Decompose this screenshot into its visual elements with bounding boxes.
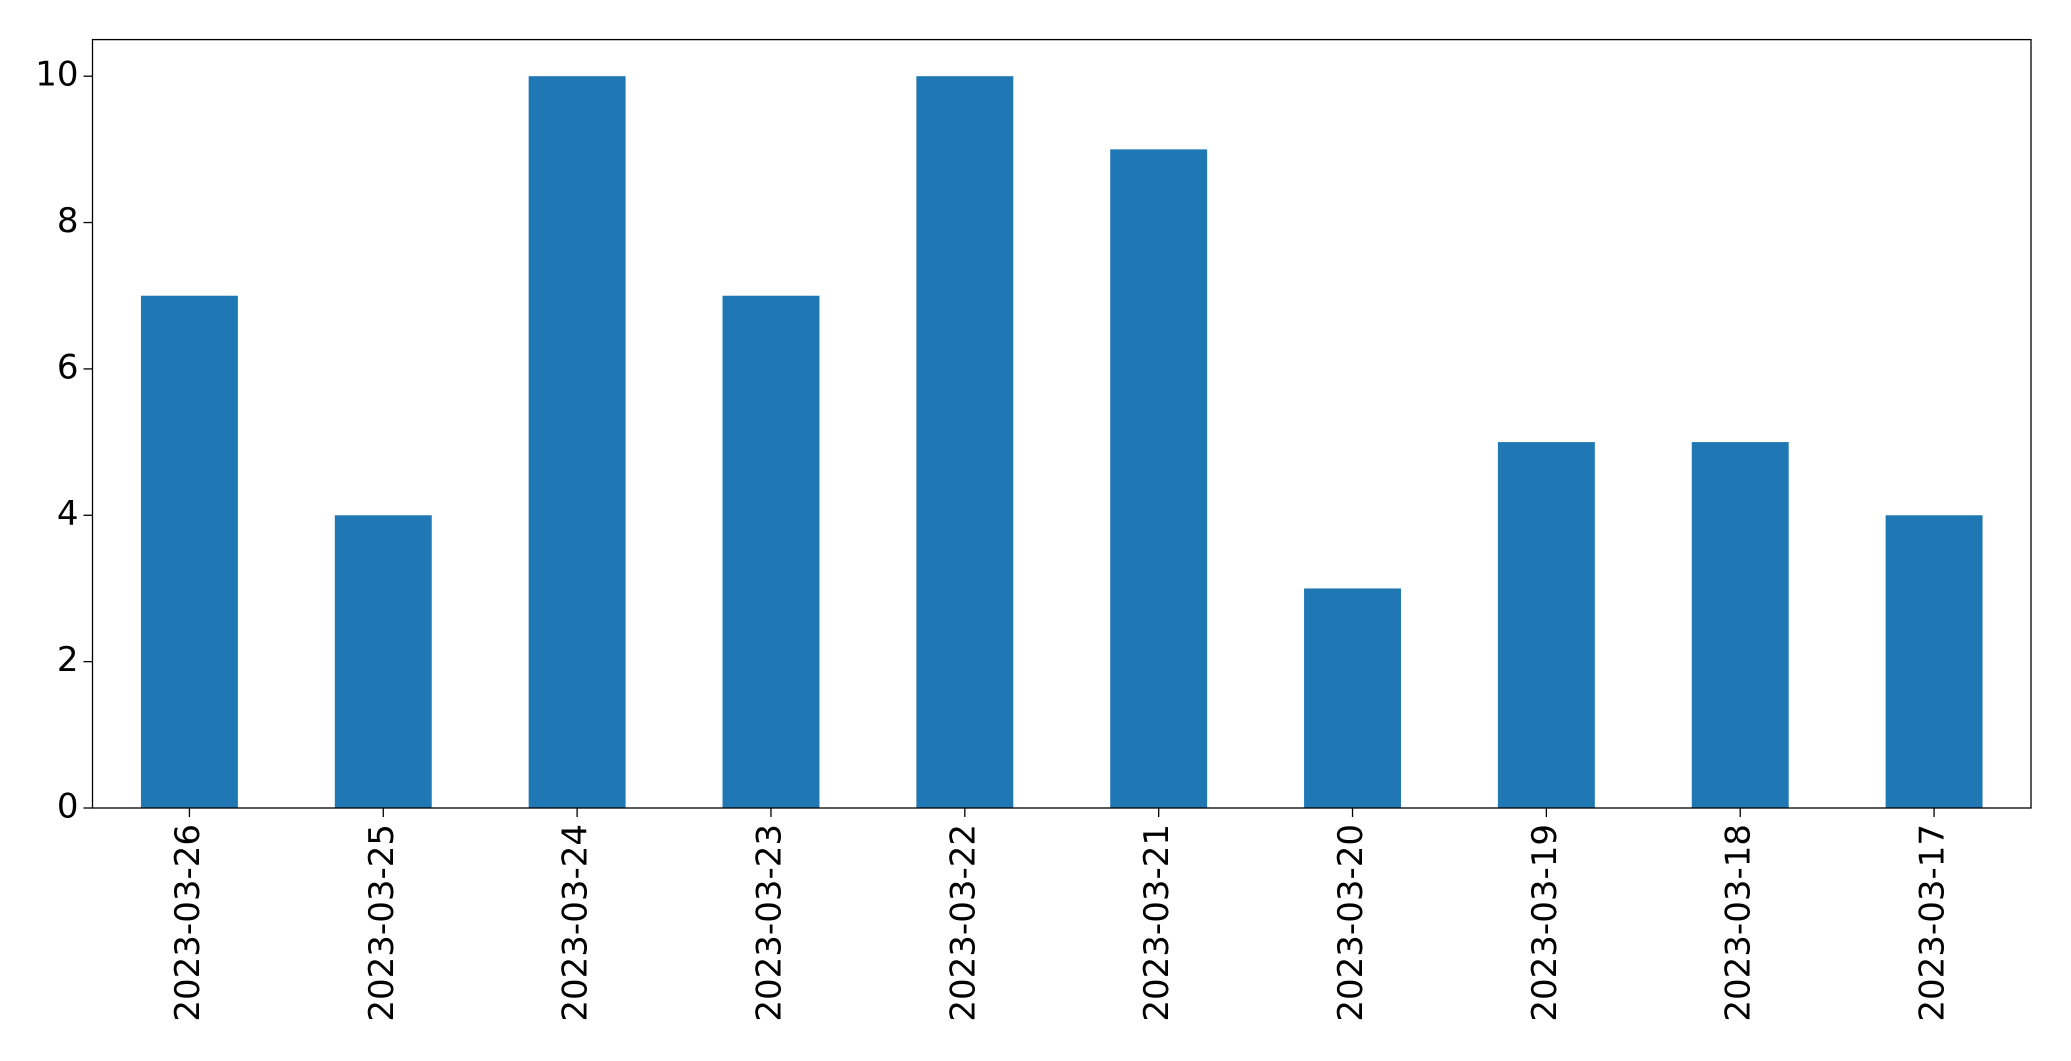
- bar: [1304, 588, 1401, 808]
- bar: [722, 295, 820, 808]
- x-tick-label: 2023-03-19: [1525, 824, 1565, 1022]
- x-tick-label: 2023-03-23: [749, 824, 789, 1022]
- x-tick-label: 2023-03-24: [556, 824, 596, 1022]
- bar: [1885, 515, 1983, 808]
- x-tick-label: 2023-03-17: [1913, 824, 1953, 1022]
- x-tick-label: 2023-03-21: [1137, 824, 1177, 1022]
- y-tick-label: 4: [57, 494, 79, 534]
- y-tick-label: 2: [57, 640, 79, 680]
- bar: [528, 76, 626, 808]
- bar: [1497, 442, 1595, 808]
- bar: [916, 76, 1014, 808]
- plot-frame: [91, 38, 2032, 809]
- x-tick-label: 2023-03-18: [1719, 824, 1759, 1022]
- x-tick-label: 2023-03-20: [1331, 824, 1371, 1022]
- y-tick-label: 0: [57, 787, 79, 827]
- bar: [1691, 442, 1789, 808]
- x-tick-label: 2023-03-22: [943, 824, 983, 1022]
- x-tick-label: 2023-03-25: [362, 824, 402, 1022]
- bar: [334, 515, 432, 808]
- x-tick-label: 2023-03-26: [168, 824, 208, 1022]
- y-tick-label: 6: [57, 347, 79, 387]
- y-tick-label: 10: [35, 55, 78, 95]
- bar: [1110, 149, 1208, 808]
- bar: [140, 295, 238, 808]
- y-tick-label: 8: [57, 201, 79, 241]
